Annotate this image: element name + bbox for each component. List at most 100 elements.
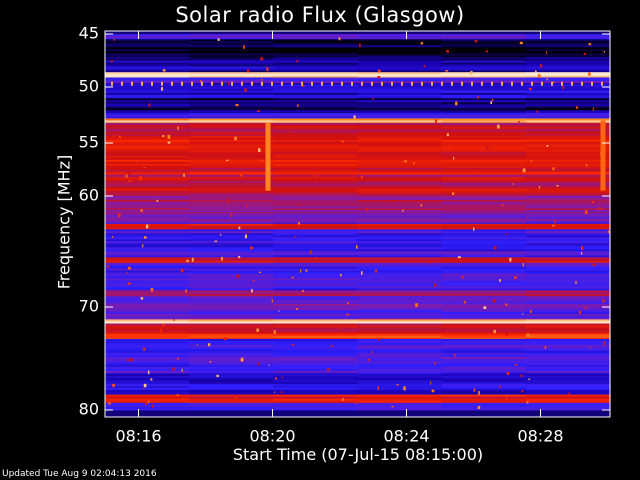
spectrogram-cell [525,266,611,269]
spectrogram-cell [105,214,190,218]
burst-event [265,122,271,191]
spectrogram-cell [273,178,359,182]
spectrogram-dot [321,81,323,86]
spectrogram-cell [273,375,359,379]
spectrogram-speckle [579,310,582,314]
spectrogram-cell [273,294,359,297]
spectrogram-cell [357,82,443,86]
spectrogram-cell [441,200,527,203]
spectrogram-cell [441,321,527,324]
spectrogram-cell [189,364,274,368]
spectrogram-speckle [256,328,259,332]
spectrogram-cell [273,167,359,171]
spectrogram-cell [105,331,190,334]
spectrogram-cell [357,331,443,334]
spectrogram-cell [273,243,359,246]
spectrogram-cell [525,366,611,370]
spectrogram-cell [525,98,611,101]
spectrogram-cell [273,276,359,279]
spectrogram-cell [273,220,359,224]
spectrogram-cell [525,216,611,220]
spectrogram-cell [189,100,274,103]
spectrogram-cell [273,227,359,230]
spectrogram-cell [189,77,274,80]
spectrogram-cell [357,190,443,194]
spectrogram-cell [105,264,190,267]
spectrogram-dot [201,81,203,86]
spectrogram-cell [441,243,527,246]
spectrogram-cell [189,270,274,273]
spectrogram-cell [105,194,190,197]
spectrogram-cell [273,354,359,358]
spectrogram-cell [273,235,359,238]
spectrogram-speckle [157,138,161,142]
spectrogram-cell [273,68,359,71]
spectrogram-cell [525,385,611,389]
spectrogram-cell [525,161,611,165]
spectrogram-cell [357,264,443,267]
spectrogram-cell [441,190,527,194]
spectrogram-cell [105,169,190,173]
spectrogram-speckle [353,115,356,119]
spectrogram-cell [525,108,611,111]
spectrogram-cell [105,311,190,315]
spectrogram-cell [189,41,274,44]
spectrogram-speckle [575,106,578,109]
spectrogram-cell [189,253,274,256]
spectrogram-cell [441,247,527,250]
spectrogram-cell [357,237,443,240]
spectrogram-cell [525,299,611,303]
spectrogram-dot [231,81,233,86]
spectrogram-cell [189,130,274,133]
spectrogram-cell [525,149,611,153]
spectrogram-cell [357,114,443,118]
spectrogram-cell [105,180,190,184]
spectrogram-cell [105,122,190,126]
spectrogram-cell [189,139,274,143]
spectrogram-cell [189,305,274,309]
spectrogram-cell [189,383,274,387]
spectrogram-cell [357,41,443,44]
spectrogram-cell [105,163,190,167]
spectrogram-cell [273,118,359,121]
spectrogram-cell [105,358,190,362]
spectrogram-cell [189,128,274,132]
spectrogram-speckle [403,386,406,391]
spectrogram-dot [241,81,243,86]
spectrogram-cell [357,76,443,78]
spectrogram-cell [189,92,274,96]
spectrogram-speckle [607,230,610,234]
spectrogram-cell [441,276,527,279]
spectrogram-cell [273,92,359,96]
spectrogram-cell [525,331,611,334]
spectrogram-cell [105,391,190,395]
spectrogram-cell [105,55,190,58]
spectrogram-cell [441,70,527,73]
spectrogram-speckle [181,368,183,372]
spectrogram-cell [273,313,359,317]
spectrogram-speckle [342,398,344,401]
spectrogram-cell [357,202,443,205]
spectrogram-speckle [413,162,415,165]
spectrogram-speckle [305,269,308,272]
spectrogram-speckle [583,52,586,55]
spectrogram-speckle [446,133,449,137]
spectrogram-cell [273,319,359,322]
spectrogram-cell [525,333,611,337]
spectrogram-cell [525,180,611,184]
spectrogram-speckle [236,274,240,278]
spectrogram-speckle [520,374,523,377]
spectrogram-cell [357,194,443,197]
spectrogram-cell [105,315,190,319]
spectrogram-dot [171,81,173,86]
spectrogram-cell [357,104,443,107]
spectrogram-cell [525,329,611,332]
spectrogram-cell [525,282,611,285]
spectrogram-cell [441,98,527,101]
spectrogram-dot [121,81,123,86]
spectrogram-cell [273,135,359,139]
spectrogram-cell [105,90,190,94]
spectrogram-speckle [377,69,381,73]
spectrogram-cell [105,178,190,182]
spectrogram-cell [357,319,443,322]
